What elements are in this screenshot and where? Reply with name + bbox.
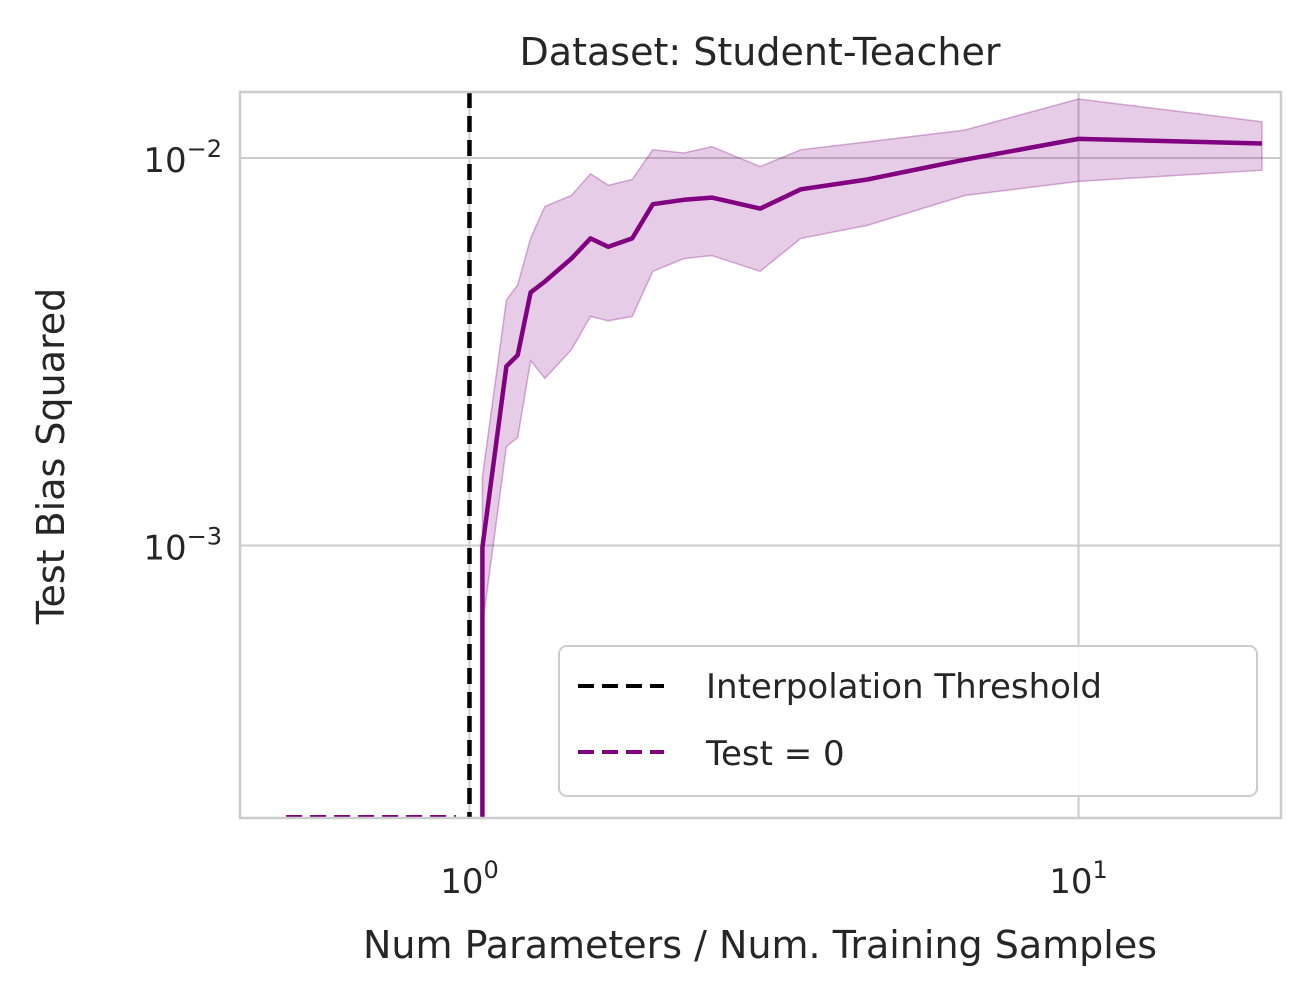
y-axis-label: Test Bias Squared xyxy=(29,288,73,626)
x-axis-label: Num Parameters / Num. Training Samples xyxy=(363,923,1157,967)
series-line xyxy=(480,136,1262,818)
confidence-bands xyxy=(481,98,1263,626)
legend-zero-label: Test = 0 xyxy=(705,734,845,774)
plot-frame xyxy=(238,90,1283,820)
legend: Interpolation Threshold Test = 0 xyxy=(558,645,1258,797)
chart-title: Dataset: Student-Teacher xyxy=(520,30,1001,74)
legend-box xyxy=(558,645,1258,797)
confidence-band xyxy=(481,98,1263,626)
legend-threshold-label: Interpolation Threshold xyxy=(706,667,1102,707)
